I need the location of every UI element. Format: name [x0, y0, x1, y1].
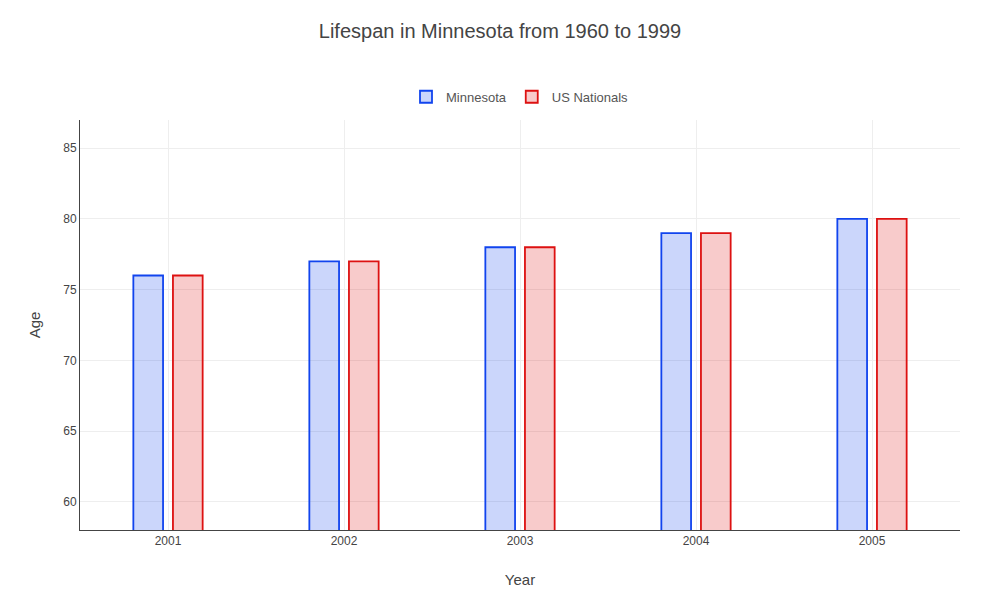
svg-text:US Nationals: US Nationals — [552, 90, 628, 105]
svg-text:Minnesota: Minnesota — [446, 90, 507, 105]
svg-text:2004: 2004 — [683, 534, 710, 548]
svg-text:2001: 2001 — [155, 534, 182, 548]
svg-text:60: 60 — [63, 495, 77, 509]
svg-text:75: 75 — [63, 283, 77, 297]
svg-text:2002: 2002 — [331, 534, 358, 548]
svg-text:70: 70 — [63, 354, 77, 368]
svg-text:2003: 2003 — [507, 534, 534, 548]
svg-text:Age: Age — [26, 312, 43, 339]
svg-text:2005: 2005 — [859, 534, 886, 548]
svg-text:65: 65 — [63, 424, 77, 438]
svg-text:Year: Year — [505, 571, 535, 588]
svg-text:85: 85 — [63, 141, 77, 155]
svg-text:80: 80 — [63, 212, 77, 226]
svg-text:Lifespan in Minnesota from 196: Lifespan in Minnesota from 1960 to 1999 — [319, 20, 681, 42]
